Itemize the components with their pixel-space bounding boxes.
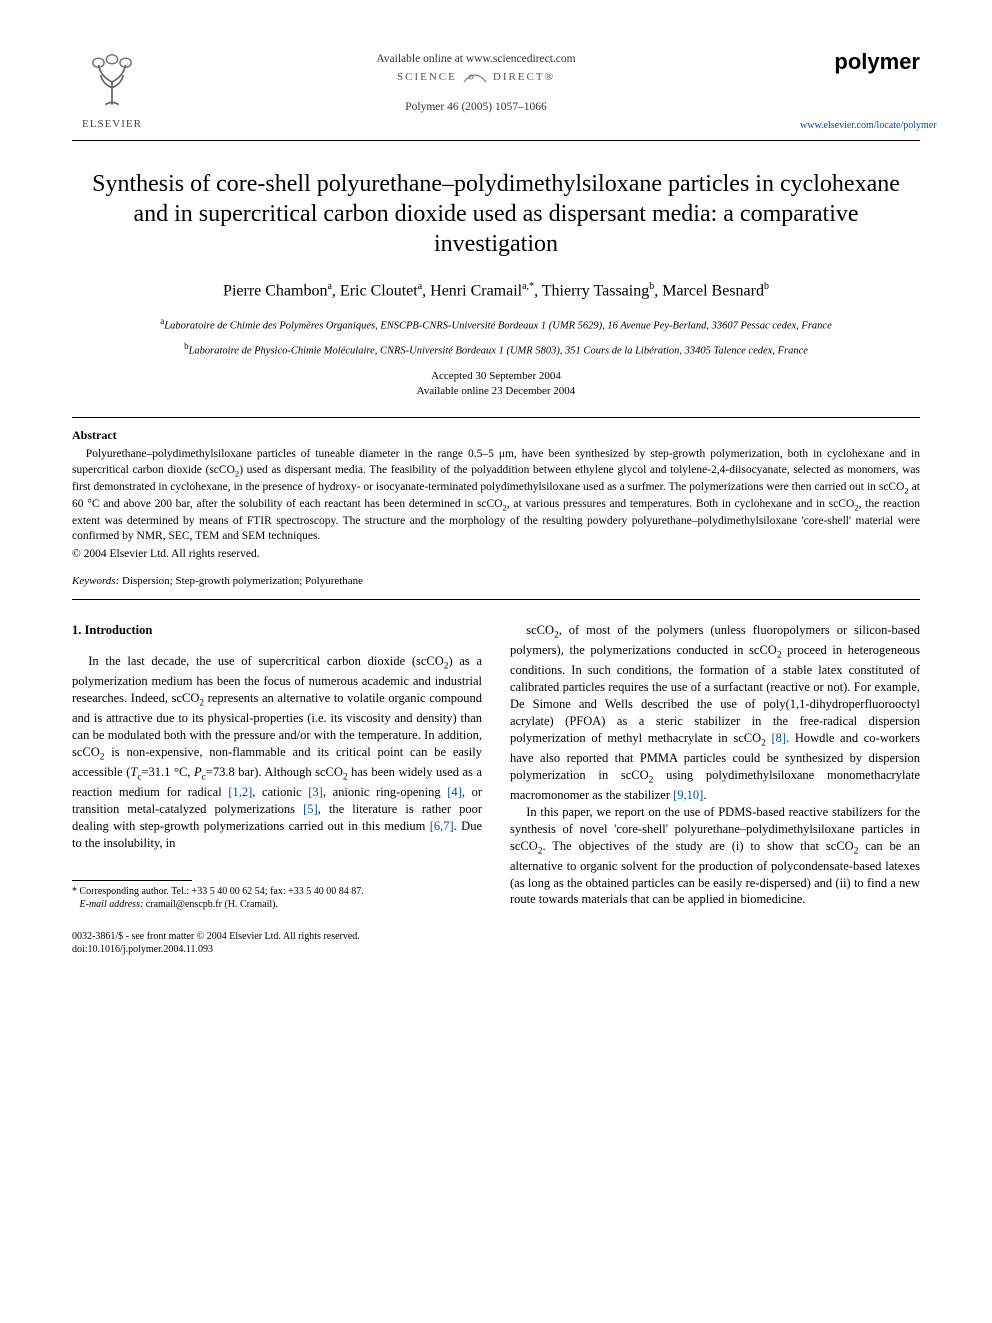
sciencedirect-logo: SCIENCE DIRECT® xyxy=(397,70,555,84)
citation-line: Polymer 46 (2005) 1057–1066 xyxy=(152,100,800,114)
author-list: Pierre Chambona, Eric Clouteta, Henri Cr… xyxy=(72,281,920,301)
available-online-text: Available online at www.sciencedirect.co… xyxy=(152,52,800,66)
body-columns: 1. Introduction In the last decade, the … xyxy=(72,622,920,956)
article-title: Synthesis of core-shell polyurethane–pol… xyxy=(82,169,910,259)
sd-swoop-icon xyxy=(463,70,487,84)
intro-paragraph-1: In the last decade, the use of supercrit… xyxy=(72,653,482,852)
column-right: scCO2, of most of the polymers (unless f… xyxy=(510,622,920,956)
publisher-logo: ELSEVIER xyxy=(72,48,152,132)
column-left: 1. Introduction In the last decade, the … xyxy=(72,622,482,956)
corresponding-author-footnote: * Corresponding author. Tel.: +33 5 40 0… xyxy=(72,885,482,899)
footer-issn-line: 0032-3861/$ - see front matter © 2004 El… xyxy=(72,930,482,943)
footnote-rule xyxy=(72,880,192,881)
affiliation-b: bLaboratoire de Physico-Chimie Moléculai… xyxy=(102,340,890,359)
abstract-bottom-rule xyxy=(72,599,920,600)
abstract-copyright: © 2004 Elsevier Ltd. All rights reserved… xyxy=(72,547,920,561)
elsevier-tree-icon xyxy=(78,48,146,116)
journal-box: polymer www.elsevier.com/locate/polymer xyxy=(800,48,920,132)
header-center: Available online at www.sciencedirect.co… xyxy=(152,48,800,115)
affiliation-a: aLaboratoire de Chimie des Polymères Org… xyxy=(102,315,890,334)
abstract-heading: Abstract xyxy=(72,428,920,443)
keywords-label: Keywords: xyxy=(72,575,119,587)
sd-right-text: DIRECT® xyxy=(493,71,555,85)
email-label: E-mail address: xyxy=(80,899,144,910)
email-footnote: E-mail address: cramail@enscpb.fr (H. Cr… xyxy=(72,898,482,912)
journal-url[interactable]: www.elsevier.com/locate/polymer xyxy=(800,120,920,133)
publisher-name: ELSEVIER xyxy=(82,118,142,132)
intro-paragraph-2: scCO2, of most of the polymers (unless f… xyxy=(510,622,920,804)
date-accepted: Accepted 30 September 2004 xyxy=(72,369,920,384)
keywords-line: Keywords: Dispersion; Step-growth polyme… xyxy=(72,575,920,589)
sd-left-text: SCIENCE xyxy=(397,71,457,85)
footer-block: 0032-3861/$ - see front matter © 2004 El… xyxy=(72,930,482,956)
intro-paragraph-3: In this paper, we report on the use of P… xyxy=(510,804,920,909)
abstract-top-rule xyxy=(72,417,920,418)
email-value: cramail@enscpb.fr (H. Cramail). xyxy=(146,899,278,910)
keywords-text: Dispersion; Step-growth polymerization; … xyxy=(122,575,363,587)
journal-name: polymer xyxy=(800,48,920,76)
article-dates: Accepted 30 September 2004 Available onl… xyxy=(72,369,920,400)
page-header: ELSEVIER Available online at www.science… xyxy=(72,48,920,132)
abstract-body: Polyurethane–polydimethylsiloxane partic… xyxy=(72,447,920,544)
footer-doi-line: doi:10.1016/j.polymer.2004.11.093 xyxy=(72,943,482,956)
header-rule xyxy=(72,140,920,141)
section-1-heading: 1. Introduction xyxy=(72,622,482,639)
date-online: Available online 23 December 2004 xyxy=(72,384,920,399)
